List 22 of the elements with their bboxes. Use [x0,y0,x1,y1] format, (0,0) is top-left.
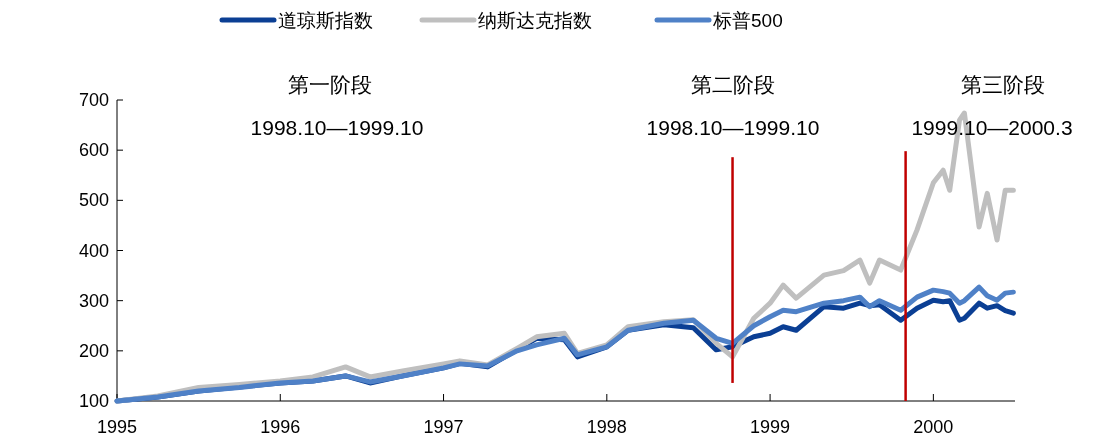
y-tick-label: 600 [78,140,109,161]
y-tick-label: 200 [78,340,109,361]
annotation: 1999.10—2000.3 [911,116,1073,139]
legend-label: 纳斯达克指数 [478,10,592,31]
legend-label: 道琼斯指数 [278,10,373,31]
annotation: 第二阶段 [691,73,775,97]
annotation: 第三阶段 [961,73,1045,97]
x-tick-label: 1995 [96,417,138,437]
x-tick-label: 1999 [750,417,791,437]
x-tick-label: 1996 [260,417,301,437]
y-tick-label: 400 [78,240,109,261]
x-tick-label: 1997 [423,417,464,437]
annotation: 第一阶段 [288,73,372,97]
y-tick-label: 100 [78,391,109,411]
annotation: 1998.10—1999.10 [646,116,820,139]
annotation: 1998.10—1999.10 [250,116,424,139]
x-tick-label: 2000 [913,417,954,437]
y-tick-label: 300 [78,290,109,311]
legend-label: 标普500 [712,10,783,31]
y-tick-label: 500 [78,190,109,211]
x-tick-label: 1998 [586,417,627,437]
y-tick-label: 700 [78,90,109,110]
